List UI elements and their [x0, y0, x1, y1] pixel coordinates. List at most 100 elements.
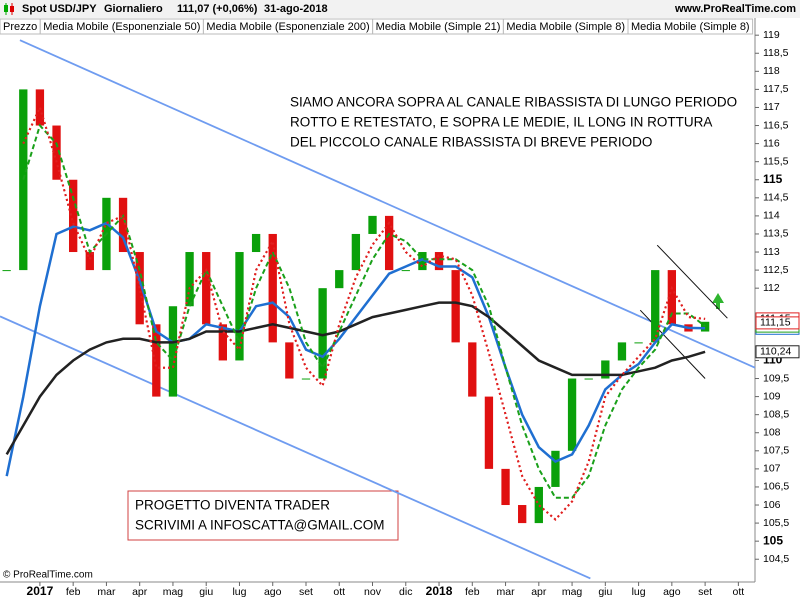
candle: [251, 233, 261, 253]
candle: [69, 179, 78, 253]
y-tick-label: 115,5: [763, 155, 789, 167]
x-tick-label: lug: [232, 586, 246, 598]
date: 31-ago-2018: [264, 3, 328, 15]
legend-label: Media Mobile (Esponenziale 50): [43, 21, 200, 33]
candle: [484, 396, 494, 469]
y-tick-label: 105: [763, 533, 783, 547]
x-tick-label: set: [698, 586, 712, 598]
y-tick-label: 113: [763, 246, 780, 258]
y-tick-label: 107,5: [763, 445, 789, 457]
candle: [468, 342, 477, 397]
candle: [335, 270, 344, 289]
y-tick-label: 106,5: [763, 481, 789, 493]
candle: [268, 233, 277, 343]
y-tick-label: 116: [763, 137, 780, 149]
y-tick-label: 108: [763, 427, 781, 439]
y-tick-label: 117: [763, 101, 780, 113]
candle: [700, 321, 710, 332]
candle: [85, 252, 94, 271]
x-tick-label: nov: [364, 586, 382, 598]
candle: [634, 342, 643, 344]
ma-line: [22, 104, 706, 521]
up-arrow: [712, 293, 724, 309]
candle: [534, 486, 543, 524]
legend-label: Prezzo: [3, 21, 37, 33]
candle: [235, 252, 244, 361]
x-tick-label: set: [299, 586, 313, 598]
candle: [168, 306, 178, 397]
legend-label: Media Mobile (Simple 8): [631, 21, 750, 33]
trendline: [0, 315, 591, 580]
candle: [35, 89, 45, 126]
y-tick-label: 119: [763, 29, 780, 41]
ma-line: [22, 104, 706, 521]
candle: [617, 342, 627, 361]
candle: [651, 270, 660, 343]
candle: [401, 270, 410, 272]
ma-line: [22, 123, 706, 499]
x-tick-label: mag: [562, 586, 583, 598]
y-tick-label: 105,5: [763, 517, 789, 529]
candle: [584, 378, 593, 380]
candle: [19, 89, 28, 271]
price-label-box: [755, 316, 800, 330]
trendline: [639, 309, 706, 379]
legend-label: Media Mobile (Esponenziale 200): [206, 21, 369, 33]
x-tick-label: feb: [66, 586, 81, 598]
candle: [185, 252, 194, 307]
candle: [368, 215, 377, 234]
x-tick-label: mar: [497, 586, 516, 598]
copyright: © ProRealTime.com: [3, 570, 93, 581]
candle: [418, 252, 427, 271]
candle: [501, 468, 510, 506]
y-tick-label: 109,5: [763, 372, 789, 384]
price-label: 110,24: [760, 346, 791, 358]
y-tick-label: 108,5: [763, 408, 789, 420]
y-tick-label: 118: [763, 65, 780, 77]
trendline: [19, 39, 755, 369]
y-tick-label: 114: [763, 210, 780, 222]
note-text: SCRIVIMI A INFOSCATTA@GMAIL.COM: [135, 518, 384, 533]
x-tick-label: 2017: [27, 584, 54, 598]
candle: [202, 252, 211, 325]
candle: [601, 360, 610, 379]
note-text: PROGETTO DIVENTA TRADER: [135, 498, 330, 513]
annotation: DEL PICCOLO CANALE RIBASSISTA DI BREVE P…: [290, 135, 652, 150]
candle: [52, 125, 61, 180]
candle: [152, 324, 161, 397]
x-tick-label: apr: [531, 586, 547, 598]
x-tick-label: dic: [399, 586, 412, 598]
candle: [551, 450, 560, 487]
annotation: SIAMO ANCORA SOPRA AL CANALE RIBASSISTA …: [290, 95, 737, 110]
legend-label: Media Mobile (Simple 21): [376, 21, 501, 33]
x-tick-label: lug: [632, 586, 646, 598]
x-tick-label: giu: [199, 586, 213, 598]
x-tick-label: giu: [598, 586, 612, 598]
x-tick-label: mag: [163, 586, 184, 598]
price-label-box: [755, 345, 800, 359]
trendline: [656, 244, 728, 319]
y-tick-label: 118,5: [763, 47, 789, 59]
x-tick-label: ott: [333, 586, 345, 598]
timeframe: Giornaliero: [104, 3, 163, 15]
candle: [384, 215, 394, 271]
legend-label: Media Mobile (Simple 8): [506, 21, 625, 33]
candle: [218, 324, 227, 361]
price-label: 111,15: [760, 317, 791, 329]
candle: [2, 270, 11, 272]
y-tick-label: 109: [763, 390, 781, 402]
note-box: [127, 490, 399, 541]
candle: [118, 197, 128, 253]
x-tick-label: mar: [97, 586, 116, 598]
plot: [0, 39, 755, 580]
ma-line: [5, 301, 706, 456]
candle: [285, 342, 294, 379]
x-tick-label: ago: [663, 586, 681, 598]
y-tick-label: 113,5: [763, 228, 789, 240]
candle: [135, 252, 144, 325]
candle: [518, 505, 527, 524]
x-tick-label: ott: [733, 586, 745, 598]
x-tick-label: ago: [264, 586, 282, 598]
